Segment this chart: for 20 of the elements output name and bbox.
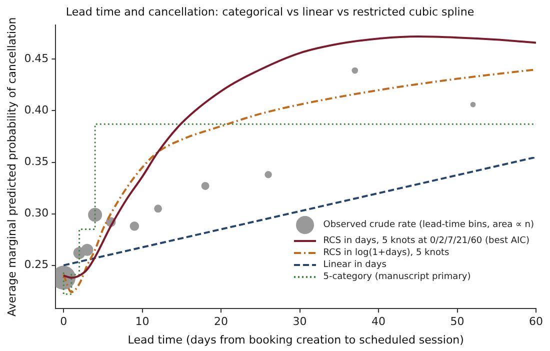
x-tick-label: 60 (529, 315, 543, 328)
x-tick-label: 50 (450, 315, 464, 328)
y-tick-label: 0.35 (24, 155, 49, 168)
legend-label: Linear in days (323, 259, 386, 271)
y-tick-label: 0.45 (24, 52, 49, 66)
x-axis-title: Lead time (days from booking creation to scheduled session) (128, 333, 464, 346)
x-tick-label: 0 (60, 315, 68, 328)
x-tick-label: 30 (292, 315, 307, 328)
legend-label: 5-category (manuscript primary) (323, 271, 471, 283)
x-tick-label: 40 (372, 315, 386, 328)
y-tick-label: 0.25 (24, 258, 49, 272)
x-tick-label: 10 (135, 315, 150, 328)
y-axis-title: Average marginal predicted probability of cancellation (5, 17, 18, 317)
chart-title: Lead time and cancellation: categorical vs linear vs restricted cubic spline (66, 5, 474, 18)
x-tick-label: 20 (214, 315, 228, 328)
y-tick-label: 0.40 (24, 104, 49, 117)
legend-label: Observed crude rate (lead-time bins, area ∝ n) (323, 219, 534, 231)
y-tick-label: 0.30 (24, 206, 49, 220)
legend-label: RCS in days, 5 knots at 0/2/7/21/60 (best AIC) (323, 235, 530, 247)
legend-label: RCS in log(1+days), 5 knots (323, 247, 450, 259)
